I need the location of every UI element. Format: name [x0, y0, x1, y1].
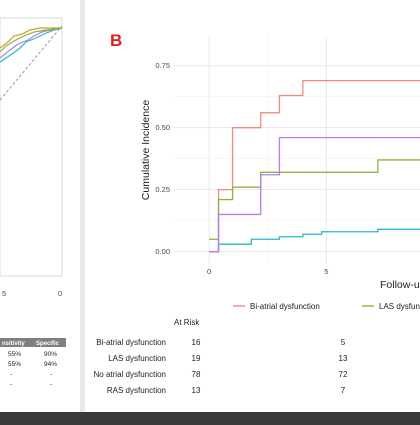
risk-table: At Risk Bi-atrial dysfunction 16 5 LAS d… — [94, 318, 348, 395]
left-table-cell: 90% — [44, 351, 57, 358]
x-axis-title: Follow-u — [380, 279, 420, 291]
risk-row-label: No atrial dysfunction — [94, 370, 166, 379]
left-table-header: nsitivity — [2, 341, 25, 347]
left-roc-curve — [0, 27, 63, 63]
panel-label: B — [110, 31, 122, 50]
left-reference-line — [0, 25, 63, 101]
left-roc-curve — [0, 27, 62, 49]
y-tick-labels: 0.00 0.25 0.50 0.75 — [155, 61, 170, 256]
risk-row-label: Bi-atrial dysfunction — [96, 338, 166, 347]
left-x-tick: 5 — [2, 289, 6, 298]
left-roc-panel: 5 0 nsitivity Specific 55% 90% 55% 94% -… — [0, 17, 66, 388]
legend: Bi-atrial dysfunction LAS dysfunction — [233, 302, 420, 311]
legend-label: LAS dysfunction — [379, 302, 420, 311]
left-roc-curve — [0, 27, 63, 53]
y-tick-label: 0.25 — [155, 185, 170, 194]
risk-value: 72 — [339, 370, 348, 379]
risk-value: 5 — [341, 338, 346, 347]
risk-row-label: LAS dysfunction — [108, 354, 166, 363]
left-table-cell: 55% — [8, 351, 21, 358]
left-table-cell: - — [50, 371, 52, 378]
y-tick-label: 0.00 — [155, 247, 170, 256]
risk-value: 13 — [192, 386, 201, 395]
risk-value: 7 — [341, 386, 346, 395]
risk-value: 78 — [192, 370, 201, 379]
left-table-cell: - — [10, 371, 12, 378]
left-table-header-bg — [0, 338, 66, 347]
y-tick-label: 0.50 — [155, 123, 170, 132]
risk-row-label: RAS dysfunction — [107, 386, 166, 395]
series-line-ras-dysfunction — [209, 136, 420, 253]
y-tick-label: 0.75 — [155, 61, 170, 70]
risk-value: 19 — [192, 354, 201, 363]
plot-series — [209, 79, 420, 253]
left-x-tick: 0 — [58, 289, 62, 298]
plot-panel — [174, 36, 420, 264]
left-table-cell: 55% — [8, 361, 21, 368]
left-plot-frame — [0, 17, 63, 277]
left-table-cell: - — [10, 381, 12, 388]
x-tick-label: 5 — [324, 267, 328, 276]
left-roc-curve — [0, 27, 63, 59]
left-table-header: Specific — [36, 341, 60, 347]
left-table-cell: - — [50, 381, 52, 388]
risk-value: 16 — [192, 338, 201, 347]
x-tick-label: 0 — [207, 267, 211, 276]
left-table-cell: 94% — [44, 361, 57, 368]
panel-divider — [80, 0, 85, 412]
y-axis-title: Cumulative Incidence — [140, 100, 152, 201]
risk-table-title: At Risk — [174, 318, 200, 327]
legend-label: Bi-atrial dysfunction — [250, 302, 320, 311]
risk-value: 13 — [339, 354, 348, 363]
series-line-no-atrial-dysfunction — [209, 228, 420, 253]
